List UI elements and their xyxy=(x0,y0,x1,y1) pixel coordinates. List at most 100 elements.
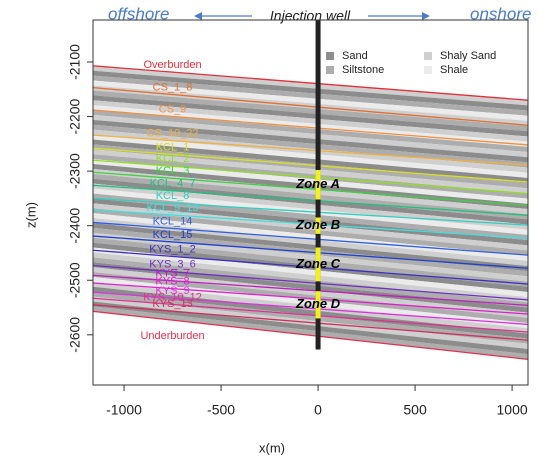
horizon-line xyxy=(93,134,528,166)
lithology-stripe xyxy=(93,272,528,324)
y-tick-label: -2300 xyxy=(67,153,83,189)
lithology-stripe xyxy=(93,129,528,173)
zone-label: Zone B xyxy=(295,217,340,232)
lithology-stripe xyxy=(93,203,528,251)
lithology-stripe xyxy=(93,75,528,116)
horizon-line xyxy=(93,274,528,306)
horizon-line xyxy=(93,249,528,285)
y-tick-label: -2500 xyxy=(67,262,83,298)
well-header: Injection well xyxy=(270,8,351,24)
lithology-stripe xyxy=(93,70,528,111)
lithology-stripe xyxy=(93,247,528,298)
legend-label: Sand xyxy=(342,50,368,62)
lithology-stripe xyxy=(93,276,528,329)
zone-label: Zone D xyxy=(295,296,341,311)
horizon-label: KCL_8 xyxy=(156,190,190,202)
horizon-label: KYS_3_6 xyxy=(149,259,195,271)
lithology-stripe xyxy=(93,262,528,313)
lithology-stripe xyxy=(93,65,528,106)
legend-swatch xyxy=(326,66,334,74)
direction-arrows xyxy=(194,12,430,20)
legend-label: Shaly Sand xyxy=(440,50,496,62)
horizon-line xyxy=(93,109,528,146)
x-tick-label: 500 xyxy=(403,402,427,418)
lithology-stripe xyxy=(93,198,528,246)
lithology-stripe xyxy=(93,149,528,194)
horizon-label: Overburden xyxy=(144,59,202,71)
horizon-line xyxy=(93,291,528,326)
horizon-label: CS_9 xyxy=(159,103,187,115)
horizon-label: KYS_9 xyxy=(155,285,189,297)
horizon-label: KCL_9_13 xyxy=(147,202,199,214)
legend-swatch xyxy=(424,52,432,60)
zone-label: Zone C xyxy=(295,256,341,271)
lithology-stripe xyxy=(93,110,528,153)
lithology-stripe xyxy=(93,252,528,303)
horizon-line xyxy=(93,310,528,361)
lithology-stripe xyxy=(93,306,528,360)
lithology-stripe xyxy=(93,124,528,168)
y-tick-label: -2100 xyxy=(67,44,83,80)
horizon-line xyxy=(93,282,528,315)
legend-swatch xyxy=(424,66,432,74)
y-tick-label: -2200 xyxy=(67,98,83,134)
legend-label: Siltstone xyxy=(342,64,384,76)
horizon-label: KCL_3 xyxy=(156,165,190,177)
lithology-stripe xyxy=(93,134,528,178)
x-tick-label: 0 xyxy=(314,402,322,418)
zone-label: Zone A xyxy=(295,176,340,191)
horizon-line xyxy=(93,147,528,183)
horizon-label: KYS_8 xyxy=(155,276,189,288)
plot-frame xyxy=(92,19,529,386)
horizon-label: KYS_13 xyxy=(152,298,192,310)
horizon-label: Underburden xyxy=(140,330,204,342)
lithology-stripe xyxy=(93,100,528,142)
y-axis-label: z(m) xyxy=(23,202,38,228)
lithology-stripe xyxy=(93,114,528,158)
right-header: onshore xyxy=(470,4,531,23)
lithology-stripe xyxy=(93,80,528,121)
horizon-label: KCL_1 xyxy=(156,141,190,153)
horizon-line xyxy=(93,304,528,341)
horizon-line xyxy=(93,235,528,269)
y-tick-label: -2600 xyxy=(67,317,83,353)
horizon-line xyxy=(93,65,528,101)
lithology-stripe xyxy=(93,144,528,189)
horizon-line xyxy=(93,264,528,301)
lithology-stripe xyxy=(93,301,528,355)
y-tick-label: -2400 xyxy=(67,208,83,244)
horizon-label: KCL_14 xyxy=(153,215,193,227)
horizon-line xyxy=(93,297,528,333)
horizon-label: KCL_2 xyxy=(156,153,190,165)
legend-swatch xyxy=(326,52,334,60)
horizon-line xyxy=(93,159,528,195)
x-axis-label: x(m) xyxy=(259,440,285,455)
lithology-stripe xyxy=(93,208,528,256)
legend-label: Shale xyxy=(440,64,468,76)
left-header: offshore xyxy=(108,4,169,23)
lithology-stripe xyxy=(93,95,528,137)
lithology-stripe xyxy=(93,90,528,132)
horizon-label: KCL_15 xyxy=(153,229,193,241)
horizon-line xyxy=(93,221,528,256)
lithology-stripe xyxy=(93,237,528,287)
lithology-stripe xyxy=(93,222,528,272)
plot-area: OverburdenCS_1_8CS_9CS_10_22KCL_1KCL_2KC… xyxy=(93,20,528,361)
horizon-line xyxy=(93,197,528,226)
horizon-label: KYS_1_2 xyxy=(149,243,195,255)
horizon-label: KYS_10_12 xyxy=(143,291,202,303)
lithology-stripe xyxy=(93,159,528,204)
lithology-stripe xyxy=(93,267,528,318)
x-tick-label: -1000 xyxy=(106,402,142,418)
horizon-label: KYS_7 xyxy=(155,268,189,280)
horizon-label: KCL_4_7 xyxy=(150,178,196,190)
x-tick-label: 1000 xyxy=(497,402,528,418)
horizon-line xyxy=(93,171,528,207)
horizon-line xyxy=(93,184,528,216)
horizon-label: CS_10_22 xyxy=(147,128,199,140)
lithology-stripe xyxy=(93,281,528,334)
lithology-stripe xyxy=(93,232,528,282)
lithology-stripe xyxy=(93,139,528,184)
lithology-stripe xyxy=(93,213,528,261)
